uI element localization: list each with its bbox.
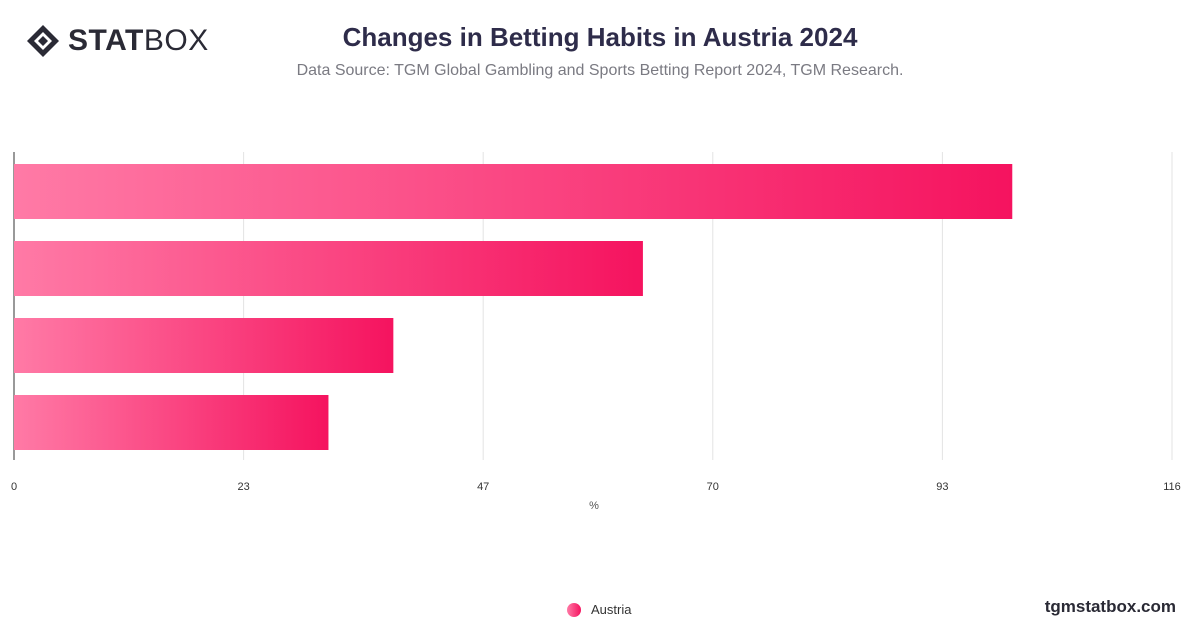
chart-title: Changes in Betting Habits in Austria 202… bbox=[342, 22, 858, 52]
bar-2[interactable] bbox=[14, 241, 643, 296]
legend[interactable]: Austria bbox=[567, 602, 631, 617]
x-tick-label: 23 bbox=[237, 481, 249, 493]
logo-text-light: BOX bbox=[143, 24, 209, 57]
logo-text: STATBOX bbox=[68, 24, 209, 58]
bar-3[interactable] bbox=[14, 318, 394, 373]
x-tick-label: 93 bbox=[936, 481, 948, 493]
statbox-logo: STATBOX bbox=[26, 24, 209, 58]
x-tick-label: 70 bbox=[707, 481, 719, 493]
bar-1[interactable] bbox=[14, 164, 1013, 219]
logo-text-bold: STAT bbox=[68, 24, 144, 57]
x-tick-label: 116 bbox=[1163, 481, 1181, 493]
legend-swatch bbox=[567, 602, 581, 617]
x-tick-label: 47 bbox=[477, 481, 489, 493]
footer-site: tgmstatbox.com bbox=[1044, 597, 1176, 616]
bar-4[interactable] bbox=[14, 395, 329, 450]
statbox-diamond-icon bbox=[27, 25, 59, 57]
x-axis-title: % bbox=[589, 500, 599, 512]
legend-label-austria: Austria bbox=[591, 602, 632, 617]
chart-subtitle: Data Source: TGM Global Gambling and Spo… bbox=[296, 62, 904, 79]
bar-chart: 0 23 47 70 93 116 % bbox=[11, 152, 1181, 512]
x-tick-label: 0 bbox=[11, 481, 17, 493]
